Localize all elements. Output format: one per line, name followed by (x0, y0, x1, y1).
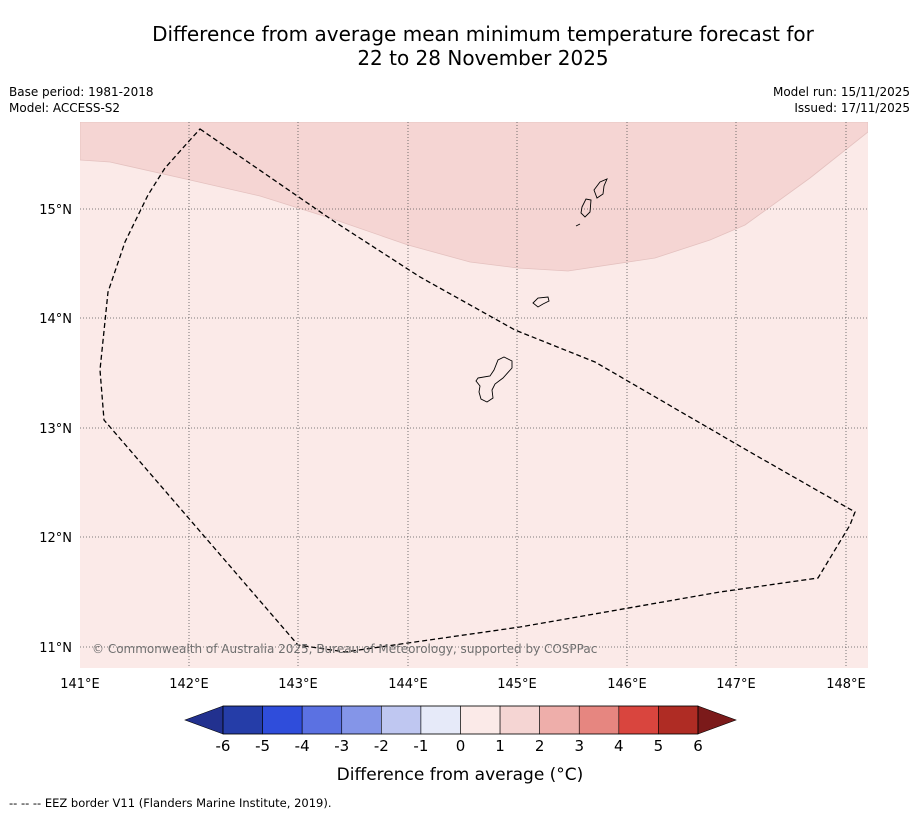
tinian-island-icon (580, 198, 592, 218)
model-run-date: Model run: 15/11/2025 (772, 85, 910, 99)
colorbar-tick-label: 4 (614, 737, 624, 755)
colorbar-tick-label: 5 (654, 737, 664, 755)
lat-label: 12°N (39, 531, 72, 546)
colorbar-extend-high (697, 705, 737, 735)
colorbar: -6 -5 -4 -3 -2 -1 0 1 2 3 4 5 6 Difference from aver… (184, 705, 737, 785)
colorbar-segment (222, 705, 263, 735)
graticule (80, 122, 868, 668)
guam-island-icon (475, 356, 513, 403)
rota-island-icon (532, 296, 550, 308)
colorbar-segment (262, 705, 303, 735)
eez-border (99, 128, 856, 653)
colorbar-tick-label: -6 (216, 737, 231, 755)
colorbar-segment (381, 705, 422, 735)
lon-label: 141°E (60, 677, 100, 692)
eez-footnote: -- -- -- EEZ border V11 (Flanders Marine… (9, 796, 332, 810)
colorbar-segment (499, 705, 540, 735)
lat-label: 13°N (39, 422, 72, 437)
lat-label: 15°N (39, 203, 72, 218)
colorbar-segment (658, 705, 699, 735)
colorbar-tick-label: -4 (295, 737, 310, 755)
map-title: Difference from average mean minimum tem… (0, 22, 919, 70)
colorbar-segment (618, 705, 659, 735)
copyright-notice: © Commonwealth of Australia 2025, Bureau… (92, 642, 597, 656)
lon-label: 143°E (278, 677, 318, 692)
base-period: Base period: 1981-2018 (9, 85, 154, 99)
colorbar-tick-label: -2 (374, 737, 389, 755)
title-line-1: Difference from average mean minimum tem… (152, 22, 814, 46)
colorbar-extend-low (184, 705, 224, 735)
aguijan-island-icon (575, 223, 581, 227)
colorbar-tick-label: -3 (334, 737, 349, 755)
colorbar-tick-label: 6 (693, 737, 703, 755)
colorbar-tick-label: 1 (495, 737, 505, 755)
colorbar-segments (222, 705, 699, 735)
colorbar-tick-label: -1 (413, 737, 428, 755)
longitude-labels: 141°E 142°E 143°E 144°E 145°E 146°E 147°… (60, 677, 866, 692)
title-line-2: 22 to 28 November 2025 (357, 46, 609, 70)
lat-label: 14°N (39, 312, 72, 327)
latitude-labels: 15°N 14°N 13°N 12°N 11°N (39, 203, 72, 656)
issued-date: Issued: 17/11/2025 (794, 101, 910, 115)
colorbar-segment (539, 705, 580, 735)
lon-label: 142°E (169, 677, 209, 692)
lon-label: 148°E (826, 677, 866, 692)
meta-left: Base period: 1981-2018 Model: ACCESS-S2 (9, 84, 154, 116)
map-area: © Commonwealth of Australia 2025, Bureau… (80, 122, 868, 668)
colorbar-segment (578, 705, 620, 735)
colorbar-tick-label: 0 (456, 737, 466, 755)
lat-label: 11°N (39, 641, 72, 656)
model-name: Model: ACCESS-S2 (9, 101, 121, 115)
colorbar-segment (301, 705, 343, 735)
colorbar-segment (420, 705, 461, 735)
saipan-island-icon (593, 178, 608, 199)
colorbar-tick-label: -5 (255, 737, 270, 755)
lon-label: 145°E (497, 677, 537, 692)
lon-label: 147°E (716, 677, 756, 692)
colorbar-tick-label: 3 (574, 737, 584, 755)
lon-label: 146°E (607, 677, 647, 692)
meta-right: Model run: 15/11/2025 Issued: 17/11/2025 (773, 84, 910, 116)
colorbar-segment (341, 705, 382, 735)
colorbar-label: Difference from average (°C) (337, 765, 584, 785)
lon-label: 144°E (388, 677, 428, 692)
colorbar-segment (460, 705, 501, 735)
anomaly-zone-1-to-2 (80, 122, 868, 272)
colorbar-tick-label: 2 (535, 737, 545, 755)
colorbar-ticks: -6 -5 -4 -3 -2 -1 0 1 2 3 4 5 6 (216, 737, 703, 755)
islands (475, 178, 608, 403)
